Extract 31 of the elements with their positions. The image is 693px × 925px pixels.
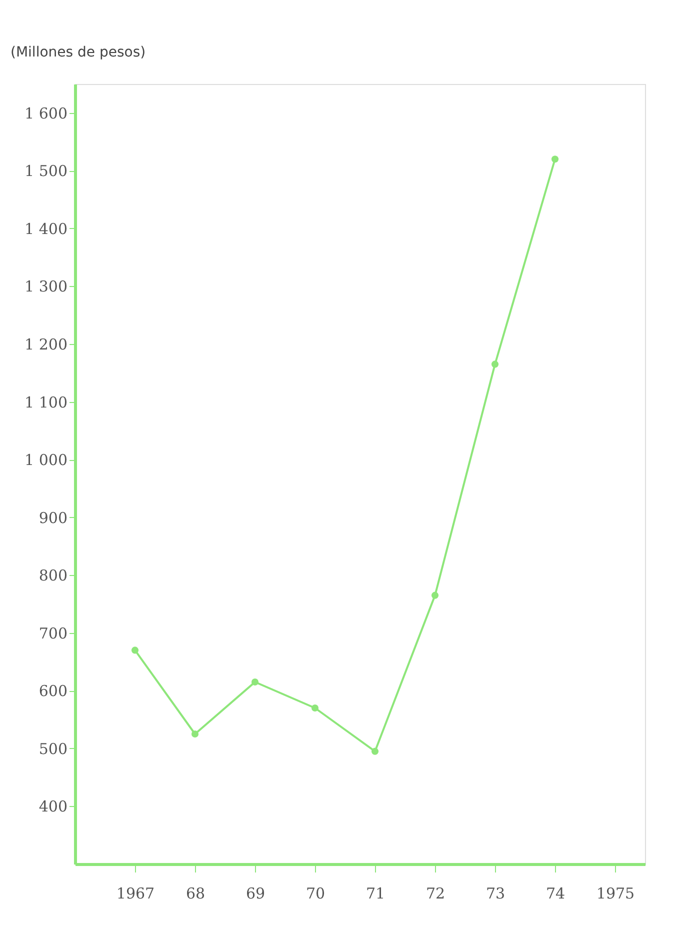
- y-tick-label: 1 400: [24, 220, 68, 238]
- y-tick-label: 900: [38, 508, 68, 527]
- y-tick-label: 700: [38, 624, 68, 642]
- y-tick-label: 1 600: [24, 104, 68, 122]
- y-tick-label: 1 200: [24, 336, 68, 354]
- y-tick-label: 1 100: [24, 393, 68, 412]
- x-tick-label: 71: [366, 884, 386, 902]
- y-tick-label: 1 000: [24, 451, 68, 470]
- x-tick-label: 1967: [116, 884, 155, 902]
- x-tick-label: 72: [426, 884, 446, 902]
- y-tick-label: 1 300: [24, 278, 68, 296]
- y-tick-label: 1 500: [24, 162, 68, 180]
- x-tick-label: 69: [246, 884, 266, 902]
- x-tick-label: 1975: [596, 884, 635, 902]
- y-tick-label: 500: [38, 740, 68, 758]
- point: [431, 592, 439, 599]
- point: [311, 704, 319, 712]
- x-tick-label: 68: [186, 884, 206, 902]
- point: [551, 156, 559, 163]
- x-tick-label: 73: [486, 884, 506, 902]
- point: [191, 730, 199, 738]
- y-tick-label: 400: [38, 798, 68, 816]
- point: [491, 360, 499, 368]
- point: [131, 646, 139, 654]
- x-tick-label: 70: [306, 884, 326, 902]
- point: [251, 678, 259, 686]
- y-axis-title: (Millones de pesos): [10, 44, 146, 60]
- y-tick-label: 600: [38, 682, 68, 700]
- point: [371, 748, 379, 755]
- y-tick-label: 800: [38, 566, 68, 585]
- x-tick-label: 74: [546, 884, 566, 902]
